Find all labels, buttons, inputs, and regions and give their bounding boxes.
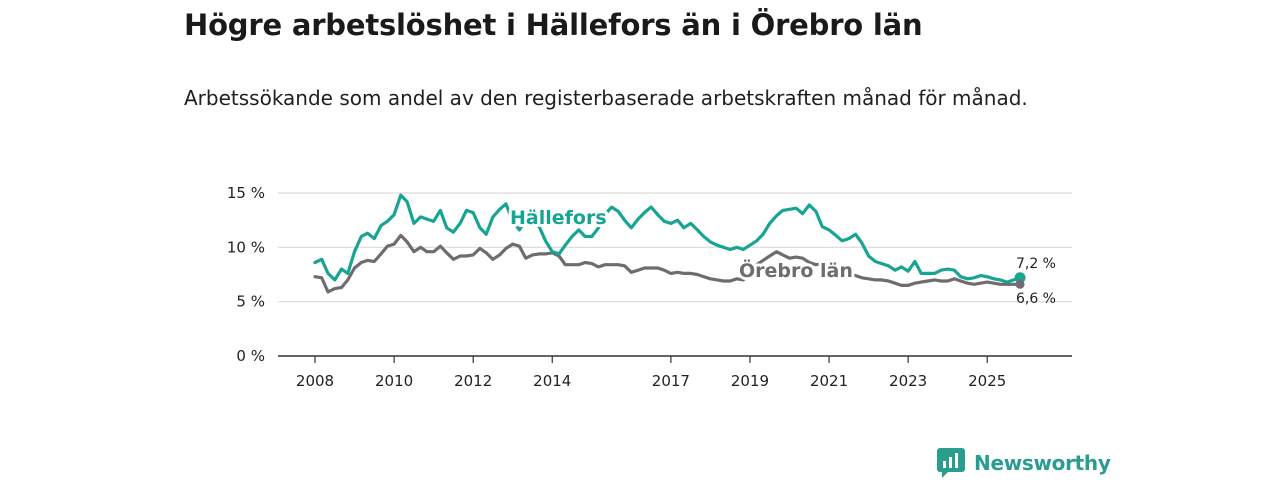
series-label-orebro-lan-halo: Örebro län xyxy=(739,258,853,282)
y-tick-label: 15 % xyxy=(227,184,265,202)
brand-name: Newsworthy xyxy=(974,451,1111,475)
y-tick-label: 5 % xyxy=(236,293,265,311)
x-tick-label: 2021 xyxy=(810,372,848,390)
page-title: Högre arbetslöshet i Hällefors än i Öreb… xyxy=(184,8,923,42)
end-point-hallefors xyxy=(1014,272,1026,284)
x-tick-label: 2025 xyxy=(968,372,1006,390)
series-label-hallefors-halo: Hällefors xyxy=(510,207,607,229)
x-tick-label: 2014 xyxy=(533,372,571,390)
chart-subtitle: Arbetssökande som andel av den registerb… xyxy=(184,86,1028,110)
newsworthy-logo-icon xyxy=(937,448,965,478)
series-line-orebro-lan xyxy=(313,233,1022,294)
series-label-orebro-lan: Örebro län xyxy=(739,258,853,282)
series-lines xyxy=(313,193,1026,294)
x-tick-label: 2023 xyxy=(889,372,927,390)
x-tick-label: 2010 xyxy=(375,372,413,390)
y-axis-tick-labels: 0 % 5 % 10 % 15 % xyxy=(227,184,265,365)
y-tick-label: 0 % xyxy=(236,347,265,365)
x-tick-label: 2008 xyxy=(296,372,334,390)
y-tick-label: 10 % xyxy=(227,238,265,256)
series-label-hallefors: Hällefors xyxy=(510,207,607,229)
x-tick-label: 2012 xyxy=(454,372,492,390)
end-value-label-hallefors: 7,2 % xyxy=(1016,256,1056,272)
x-axis: 2008 2010 2012 2014 2017 2019 2021 2023 2025 xyxy=(278,355,1072,390)
x-tick-label: 2017 xyxy=(652,372,690,390)
series-line-hallefors xyxy=(313,193,1022,284)
newsworthy-brand: Newsworthy xyxy=(936,447,1111,479)
end-value-label-orebro-lan: 6,6 % xyxy=(1016,291,1056,307)
line-chart: 0 %5 %10 %15 % 2008 2010 2012 2014 2017 2019 2… xyxy=(227,184,1072,390)
end-point-orebro-lan xyxy=(1015,279,1025,289)
x-tick-label: 2019 xyxy=(731,372,769,390)
